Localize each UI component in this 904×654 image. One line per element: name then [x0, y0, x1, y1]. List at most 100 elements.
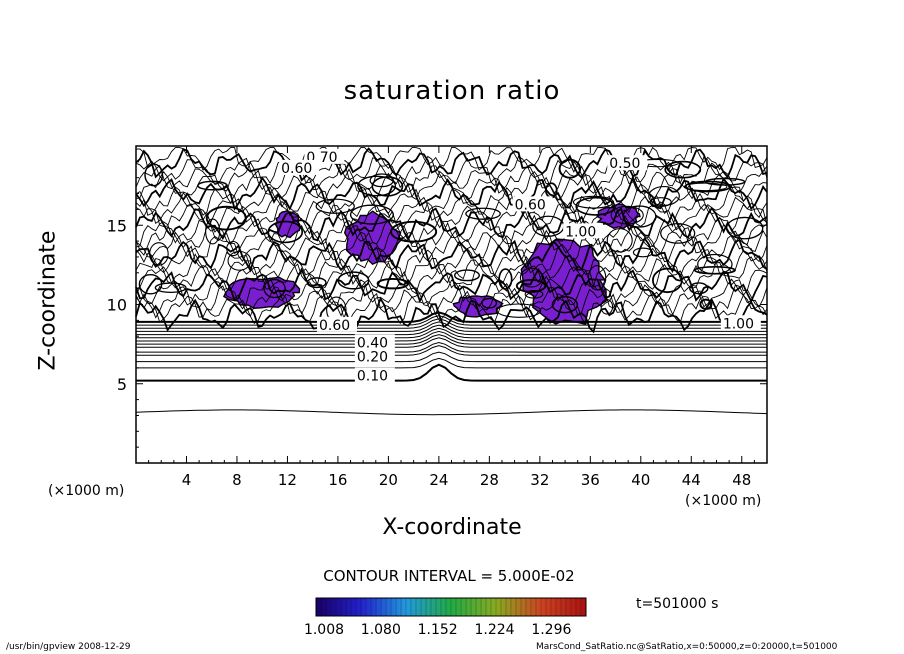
- contour-line: [357, 175, 397, 197]
- contour-label-bg: [563, 223, 604, 239]
- contour-line: [683, 182, 728, 192]
- contour-line: [515, 279, 547, 293]
- x-tick-label: 4: [182, 471, 192, 489]
- contour-line: [575, 196, 616, 216]
- contour-line: [135, 161, 768, 195]
- contour-line: [205, 218, 221, 245]
- x-tick-label: 32: [530, 471, 549, 489]
- contour-line: [660, 223, 696, 244]
- x-tick-label: 28: [480, 471, 499, 489]
- contour-line: [498, 268, 513, 290]
- contour-line: [315, 198, 355, 214]
- contour-label: 0.60: [515, 197, 546, 213]
- contour-label-bg: [512, 196, 553, 212]
- colorbar-tick-label: 1.080: [361, 622, 401, 638]
- contour-line: [135, 229, 768, 263]
- contour-line: [136, 334, 767, 345]
- contour-label: 1.00: [565, 224, 596, 240]
- x-tick-label: 40: [631, 471, 650, 489]
- contour-line: [136, 318, 767, 329]
- contour-line: [136, 321, 767, 332]
- x-tick-label: 12: [278, 471, 297, 489]
- contour-label-bg: [354, 367, 395, 383]
- colorbar-tick-label: 1.152: [418, 622, 458, 638]
- contour-line: [149, 242, 169, 266]
- contour-line: [135, 214, 768, 248]
- x-tick-label: 16: [328, 471, 347, 489]
- contour-line: [135, 200, 768, 235]
- contour-line: [136, 330, 767, 342]
- contour-line: [136, 341, 767, 353]
- contour-line: [135, 147, 768, 182]
- contour-line: [136, 311, 767, 323]
- contour-line: [263, 278, 286, 299]
- contour-line: [587, 265, 607, 291]
- contour-line: [337, 271, 370, 290]
- contour-label: 0.50: [609, 156, 640, 172]
- contour-line: [693, 265, 736, 275]
- contour-line: [551, 296, 579, 314]
- colorbar-tick-label: 1.224: [474, 622, 514, 638]
- chart-title: saturation ratio: [343, 76, 561, 106]
- contour-line: [652, 267, 683, 294]
- contour-line: [606, 228, 633, 253]
- contour-line: [453, 269, 480, 282]
- contour-line: [725, 216, 764, 240]
- contour-line: [135, 146, 768, 173]
- contour-line: [369, 173, 394, 188]
- x-ticks: 4 8 12 16 20 24 28 32 36 40 44 48: [148, 146, 755, 489]
- contour-label: 0.10: [357, 369, 388, 385]
- y-tick-label: 10: [107, 296, 127, 315]
- y-tick-label: 5: [117, 375, 127, 394]
- contour-line: [197, 180, 228, 191]
- colorbar-tick-label: 1.296: [531, 622, 571, 638]
- contour-line: [136, 324, 767, 336]
- x-tick-label: 44: [682, 471, 701, 489]
- contour-line: [144, 163, 164, 187]
- contour-line: [154, 282, 187, 294]
- x-tick-label: 48: [732, 471, 751, 489]
- colorbar-tick-label: 1.008: [304, 622, 344, 638]
- y-ticks: 5 10 15: [107, 161, 767, 448]
- contour-line: [136, 327, 767, 339]
- contour-label-bg: [354, 348, 395, 364]
- x-tick-label: 36: [581, 471, 600, 489]
- contour-line: [481, 297, 498, 309]
- contour-line: [205, 205, 247, 231]
- contour-interval-label: CONTOUR INTERVAL = 5.000E-02: [323, 567, 575, 585]
- contour-label-bg: [354, 334, 395, 350]
- contour-line: [136, 363, 767, 382]
- contour-line: [689, 282, 709, 295]
- contour-label-bg: [720, 315, 761, 331]
- contour-line: [135, 245, 768, 278]
- y-tick-label: 15: [107, 216, 127, 235]
- contour-line: [649, 197, 672, 207]
- contour-line: [465, 207, 501, 220]
- contour-label: 0.40: [357, 335, 388, 351]
- contour-line: [135, 252, 768, 288]
- contour-line: [684, 180, 732, 193]
- contour-label-bg: [279, 159, 320, 175]
- contour-line: [136, 345, 767, 356]
- contour-line: [349, 204, 394, 225]
- contour-label-bg: [607, 155, 648, 171]
- supersaturated-region: [520, 238, 607, 325]
- contour-line: [632, 247, 654, 258]
- colorbar: 1.008 1.080 1.152 1.224 1.296: [304, 597, 587, 638]
- footer-right: MarsCond_SatRatio.nc@SatRatio,x=0:50000,…: [536, 642, 838, 652]
- x-axis-label: X-coordinate: [382, 515, 522, 540]
- contour-line: [135, 275, 768, 310]
- contour-line: [519, 267, 544, 288]
- contour-line: [524, 289, 544, 299]
- contour-label: 0.60: [319, 318, 350, 334]
- x-unit-label-right: (×1000 m): [685, 493, 762, 509]
- contour-label-bg: [316, 316, 357, 332]
- footer-left: /usr/bin/gpview 2008-12-29: [6, 642, 131, 652]
- contour-line: [136, 357, 767, 369]
- contour-line: [390, 220, 438, 243]
- contour-line: [664, 160, 702, 179]
- contour-line: [648, 185, 680, 206]
- contour-line: [600, 299, 614, 315]
- contour-line: [136, 315, 767, 326]
